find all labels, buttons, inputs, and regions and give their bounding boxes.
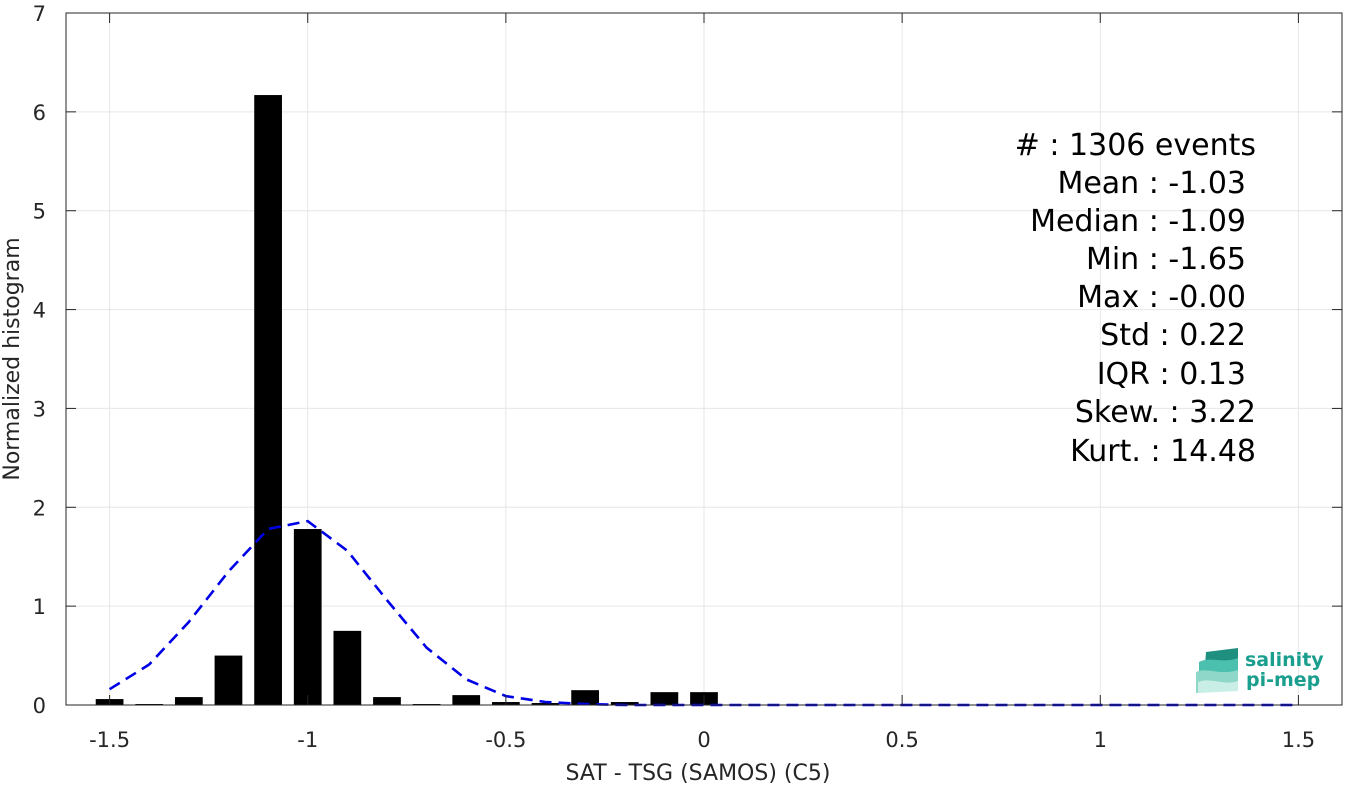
stat-events: # : 1306 events: [1015, 128, 1256, 163]
x-tick-label: 1.5: [1282, 728, 1315, 752]
stat-skew: Skew. : 3.22: [1075, 395, 1256, 430]
x-tick-label: -1.5: [89, 728, 130, 752]
y-tick-label: 1: [33, 595, 46, 619]
axis-ticks: [66, 12, 1342, 706]
y-tick-label: 7: [33, 2, 46, 26]
stats-box: # : 1306 events Mean : -1.03 Median : -1…: [1015, 128, 1256, 469]
histogram-bar: [293, 529, 322, 705]
y-tick-label: 5: [33, 200, 46, 224]
y-tick-label: 3: [33, 397, 46, 421]
x-tick-label: 1: [1094, 728, 1107, 752]
stat-std: Std : 0.22: [1100, 318, 1246, 353]
y-tick-label: 6: [33, 101, 46, 125]
y-tick-label: 0: [33, 694, 46, 718]
y-tick-label: 2: [33, 496, 46, 520]
y-tick-labels: 0 1 2 3 4 5 6 7: [33, 2, 46, 718]
x-tick-label: -0.5: [485, 728, 526, 752]
histogram-bar: [174, 697, 203, 705]
salinity-pi-mep-logo: salinity pi-mep: [1196, 648, 1324, 693]
histogram-bar: [650, 692, 679, 705]
x-tick-labels: -1.5 -1 -0.5 0 0.5 1 1.5: [89, 728, 1315, 752]
histogram-bar: [333, 630, 362, 705]
histogram-bars: [95, 95, 718, 705]
logo-line1: salinity: [1245, 649, 1324, 671]
wave-icon: [1196, 648, 1238, 693]
x-axis-label: SAT - TSG (SAMOS) (C5): [566, 761, 831, 785]
x-tick-label: -1: [297, 728, 318, 752]
stat-max: Max : -0.00: [1077, 280, 1246, 315]
stat-mean: Mean : -1.03: [1057, 166, 1246, 201]
x-tick-label: 0: [697, 728, 710, 752]
histogram-bar: [610, 702, 639, 705]
stat-iqr: IQR : 0.13: [1097, 357, 1246, 392]
histogram-bar: [531, 703, 560, 705]
stat-kurt: Kurt. : 14.48: [1070, 434, 1256, 469]
histogram-bar: [214, 655, 243, 705]
stat-min: Min : -1.65: [1086, 242, 1246, 277]
x-tick-label: 0.5: [885, 728, 918, 752]
histogram-bar: [571, 690, 599, 705]
y-tick-label: 4: [33, 299, 46, 323]
histogram-bar: [254, 95, 282, 705]
stat-median: Median : -1.09: [1030, 204, 1246, 239]
logo-line2: pi-mep: [1246, 669, 1320, 691]
histogram-bar: [452, 695, 481, 705]
y-axis-label: Normalized histogram: [0, 237, 25, 480]
histogram-bar: [373, 697, 401, 705]
